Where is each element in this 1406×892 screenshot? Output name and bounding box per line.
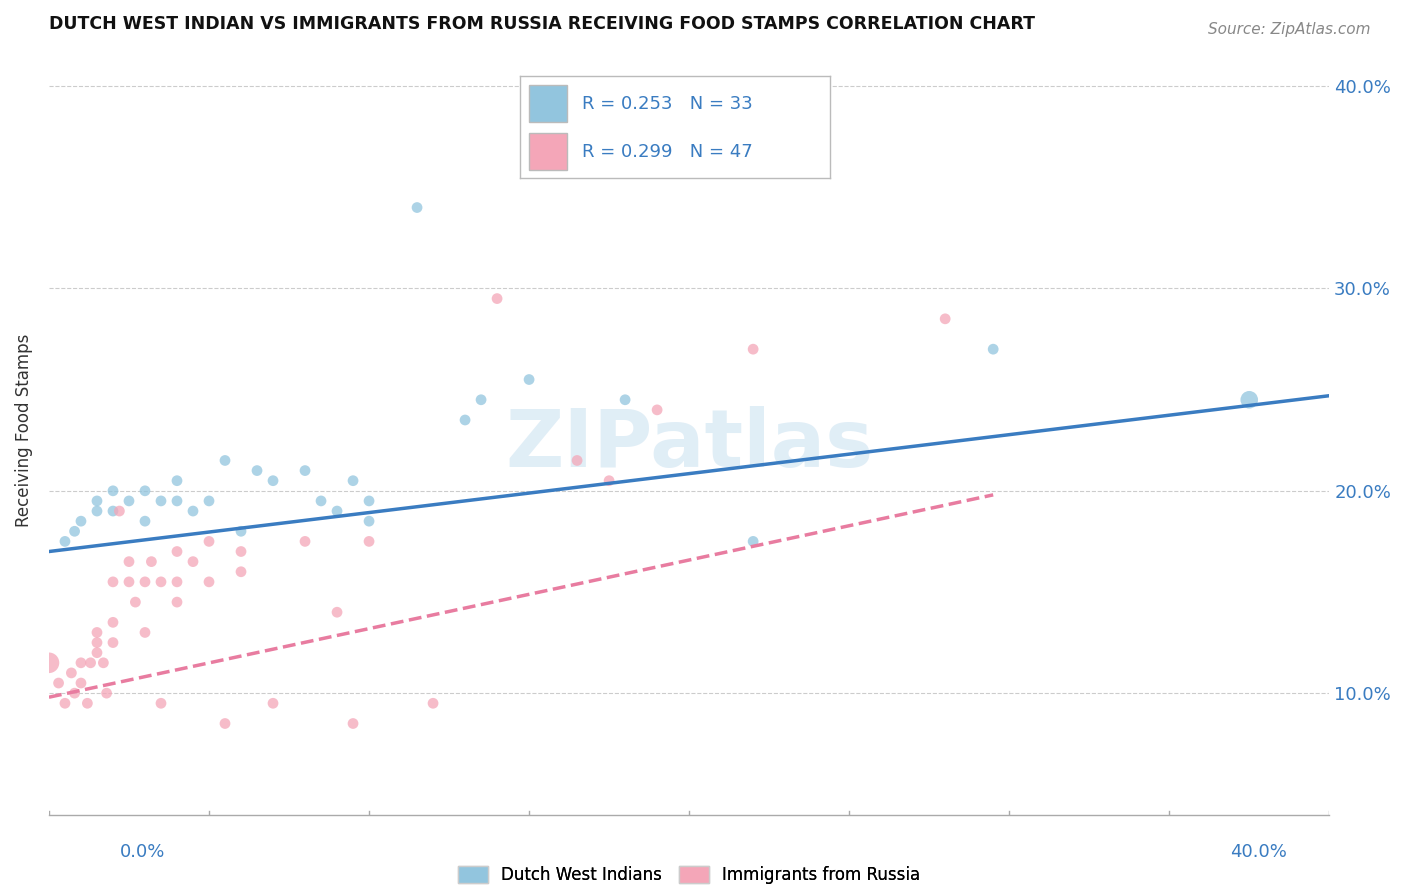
- Point: [38, 656, 60, 670]
- Point: [198, 574, 221, 589]
- Point: [124, 595, 146, 609]
- Point: [342, 474, 364, 488]
- Point: [262, 696, 284, 710]
- Point: [118, 555, 141, 569]
- Point: [101, 504, 124, 518]
- Point: [470, 392, 492, 407]
- Point: [134, 625, 156, 640]
- Point: [934, 311, 956, 326]
- Point: [294, 464, 316, 478]
- Point: [342, 716, 364, 731]
- Point: [86, 504, 108, 518]
- Y-axis label: Receiving Food Stamps: Receiving Food Stamps: [15, 334, 32, 527]
- Point: [166, 494, 188, 508]
- Point: [454, 413, 477, 427]
- Point: [53, 534, 76, 549]
- Point: [86, 494, 108, 508]
- Point: [229, 565, 252, 579]
- Point: [406, 201, 429, 215]
- Text: R = 0.253   N = 33: R = 0.253 N = 33: [582, 95, 752, 112]
- Point: [598, 474, 620, 488]
- Point: [326, 504, 349, 518]
- Point: [53, 696, 76, 710]
- Point: [79, 656, 101, 670]
- Point: [86, 635, 108, 649]
- Point: [294, 534, 316, 549]
- Point: [118, 494, 141, 508]
- Point: [141, 555, 163, 569]
- Point: [63, 686, 86, 700]
- Point: [357, 534, 380, 549]
- Point: [150, 574, 173, 589]
- Point: [1239, 392, 1261, 407]
- Point: [76, 696, 98, 710]
- Legend: Dutch West Indians, Immigrants from Russia: Dutch West Indians, Immigrants from Russ…: [451, 859, 927, 891]
- Point: [181, 504, 204, 518]
- Point: [422, 696, 444, 710]
- Point: [118, 574, 141, 589]
- Point: [70, 676, 93, 690]
- Point: [70, 514, 93, 528]
- Point: [101, 615, 124, 630]
- Point: [101, 574, 124, 589]
- Point: [48, 676, 70, 690]
- Point: [166, 574, 188, 589]
- Point: [614, 392, 637, 407]
- Point: [60, 665, 83, 680]
- Text: DUTCH WEST INDIAN VS IMMIGRANTS FROM RUSSIA RECEIVING FOOD STAMPS CORRELATION CH: DUTCH WEST INDIAN VS IMMIGRANTS FROM RUS…: [49, 15, 1035, 33]
- Point: [198, 534, 221, 549]
- Point: [214, 716, 236, 731]
- Point: [214, 453, 236, 467]
- Point: [166, 595, 188, 609]
- Text: 0.0%: 0.0%: [120, 843, 165, 861]
- Point: [742, 534, 765, 549]
- Point: [86, 646, 108, 660]
- Text: 40.0%: 40.0%: [1230, 843, 1286, 861]
- Point: [181, 555, 204, 569]
- Point: [565, 453, 588, 467]
- Point: [108, 504, 131, 518]
- Point: [150, 696, 173, 710]
- Point: [517, 372, 540, 386]
- Point: [96, 686, 118, 700]
- Point: [645, 403, 668, 417]
- Point: [326, 605, 349, 619]
- Point: [63, 524, 86, 539]
- Point: [229, 524, 252, 539]
- Point: [134, 514, 156, 528]
- Point: [93, 656, 115, 670]
- Point: [150, 494, 173, 508]
- Point: [981, 342, 1004, 356]
- Point: [86, 625, 108, 640]
- Point: [101, 635, 124, 649]
- Point: [486, 292, 509, 306]
- Point: [246, 464, 269, 478]
- Point: [309, 494, 332, 508]
- Point: [229, 544, 252, 558]
- Text: ZIPatlas: ZIPatlas: [505, 407, 873, 484]
- Point: [166, 544, 188, 558]
- FancyBboxPatch shape: [530, 133, 567, 170]
- Point: [134, 574, 156, 589]
- Point: [134, 483, 156, 498]
- Point: [70, 656, 93, 670]
- Point: [357, 514, 380, 528]
- Point: [262, 474, 284, 488]
- Point: [742, 342, 765, 356]
- Point: [101, 483, 124, 498]
- Text: R = 0.299   N = 47: R = 0.299 N = 47: [582, 143, 752, 161]
- Point: [166, 474, 188, 488]
- FancyBboxPatch shape: [530, 85, 567, 122]
- Point: [198, 494, 221, 508]
- Point: [357, 494, 380, 508]
- Text: Source: ZipAtlas.com: Source: ZipAtlas.com: [1208, 22, 1371, 37]
